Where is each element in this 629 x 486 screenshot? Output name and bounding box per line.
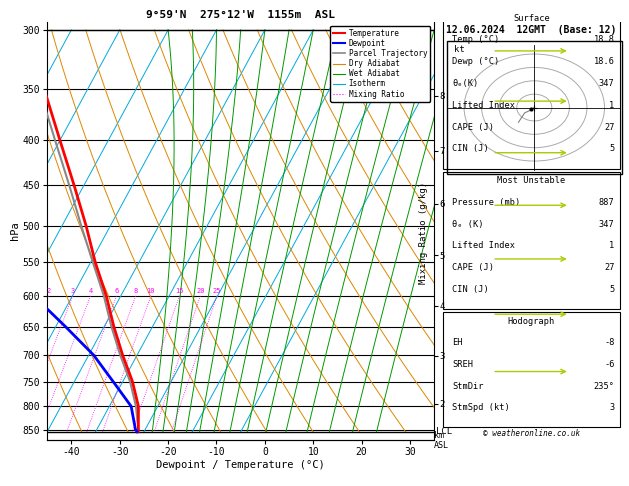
Text: 2: 2 — [47, 288, 50, 294]
Text: kt: kt — [454, 45, 465, 54]
Text: Surface: Surface — [513, 14, 550, 22]
Y-axis label: hPa: hPa — [10, 222, 20, 240]
Text: 347: 347 — [599, 79, 615, 88]
Text: Most Unstable: Most Unstable — [498, 176, 565, 185]
Text: CIN (J): CIN (J) — [452, 285, 489, 294]
Text: LCL: LCL — [436, 427, 452, 436]
Legend: Temperature, Dewpoint, Parcel Trajectory, Dry Adiabat, Wet Adiabat, Isotherm, Mi: Temperature, Dewpoint, Parcel Trajectory… — [330, 26, 430, 102]
Text: 1: 1 — [610, 242, 615, 250]
Text: Hodograph: Hodograph — [508, 316, 555, 326]
Text: Temp (°C): Temp (°C) — [452, 35, 499, 44]
Text: CIN (J): CIN (J) — [452, 144, 489, 154]
Text: km
ASL: km ASL — [434, 431, 449, 450]
Text: StmSpd (kt): StmSpd (kt) — [452, 403, 510, 412]
Text: 6: 6 — [114, 288, 119, 294]
Text: 20: 20 — [196, 288, 204, 294]
Text: Pressure (mb): Pressure (mb) — [452, 198, 520, 207]
Text: 12.06.2024  12GMT  (Base: 12): 12.06.2024 12GMT (Base: 12) — [446, 25, 616, 35]
Text: θₑ (K): θₑ (K) — [452, 220, 484, 228]
Text: 18.8: 18.8 — [594, 35, 615, 44]
Text: Mixing Ratio (g/kg): Mixing Ratio (g/kg) — [419, 182, 428, 284]
Text: Dewp (°C): Dewp (°C) — [452, 57, 499, 66]
Bar — [443, 312, 620, 427]
Text: Lifted Index: Lifted Index — [452, 242, 515, 250]
Bar — [443, 172, 620, 309]
Text: 347: 347 — [599, 220, 615, 228]
Text: -6: -6 — [604, 360, 615, 369]
Text: 3: 3 — [70, 288, 75, 294]
Text: -8: -8 — [604, 338, 615, 347]
Text: 10: 10 — [147, 288, 155, 294]
Text: 5: 5 — [610, 144, 615, 154]
Text: EH: EH — [452, 338, 463, 347]
Text: 887: 887 — [599, 198, 615, 207]
Text: 235°: 235° — [594, 382, 615, 391]
Text: 8: 8 — [133, 288, 138, 294]
Text: SREH: SREH — [452, 360, 473, 369]
Text: 18.6: 18.6 — [594, 57, 615, 66]
Bar — [447, 41, 622, 174]
Bar — [443, 9, 620, 169]
Text: 1: 1 — [610, 101, 615, 110]
Text: 5: 5 — [610, 285, 615, 294]
Text: StmDir: StmDir — [452, 382, 484, 391]
Text: © weatheronline.co.uk: © weatheronline.co.uk — [483, 429, 580, 438]
Text: 3: 3 — [610, 403, 615, 412]
Text: CAPE (J): CAPE (J) — [452, 263, 494, 272]
Bar — [443, 0, 620, 6]
Title: 9°59'N  275°12'W  1155m  ASL: 9°59'N 275°12'W 1155m ASL — [146, 10, 335, 20]
Text: θₑ(K): θₑ(K) — [452, 79, 479, 88]
Text: 15: 15 — [175, 288, 184, 294]
Text: Lifted Index: Lifted Index — [452, 101, 515, 110]
X-axis label: Dewpoint / Temperature (°C): Dewpoint / Temperature (°C) — [157, 460, 325, 469]
Text: 4: 4 — [89, 288, 92, 294]
Text: CAPE (J): CAPE (J) — [452, 122, 494, 132]
Text: 25: 25 — [213, 288, 221, 294]
Text: 27: 27 — [604, 122, 615, 132]
Text: 27: 27 — [604, 263, 615, 272]
